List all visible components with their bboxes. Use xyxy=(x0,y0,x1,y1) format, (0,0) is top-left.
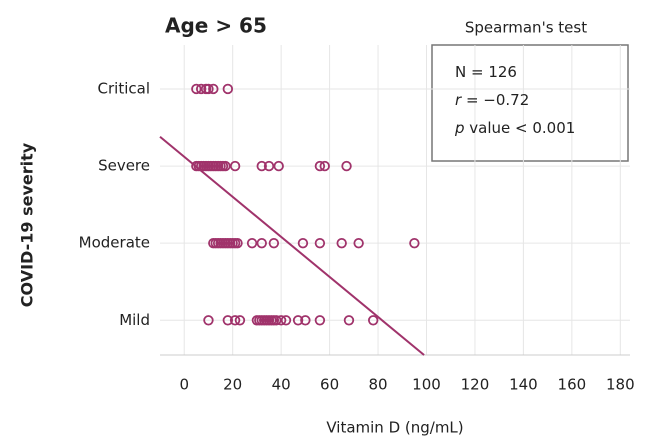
data-point xyxy=(268,237,280,249)
x-tick-label: 120 xyxy=(461,376,490,394)
data-point xyxy=(195,83,207,95)
x-tick-label: 160 xyxy=(558,376,587,394)
annotation-text: r xyxy=(455,91,462,109)
data-point xyxy=(314,237,326,249)
data-point xyxy=(297,237,309,249)
annotation-box xyxy=(431,44,629,162)
data-point xyxy=(256,237,267,249)
y-tick-label: Critical xyxy=(98,79,150,97)
data-point xyxy=(208,83,219,95)
annotation-text: value < 0.001 xyxy=(465,119,576,137)
data-point xyxy=(229,315,241,326)
data-point xyxy=(343,315,355,326)
x-tick-label: 0 xyxy=(179,376,189,394)
y-tick-label: Severe xyxy=(98,157,150,175)
y-tick-label: Mild xyxy=(119,311,150,329)
data-point xyxy=(263,160,275,172)
data-point xyxy=(191,83,202,95)
data-point xyxy=(300,315,311,326)
x-tick-label: 60 xyxy=(320,376,339,394)
annotation-line: p value < 0.001 xyxy=(454,119,575,137)
data-point xyxy=(341,160,352,172)
data-point xyxy=(220,160,231,172)
annotation-line: r = −0.72 xyxy=(455,91,529,109)
x-tick-label: 140 xyxy=(509,376,538,394)
data-point xyxy=(234,315,246,326)
annotation-text: N = 126 xyxy=(455,63,517,81)
data-point xyxy=(319,160,330,172)
data-point xyxy=(203,315,214,326)
fit-line xyxy=(159,135,425,356)
annotation-line: N = 126 xyxy=(455,63,517,81)
data-point xyxy=(232,237,243,249)
data-point xyxy=(409,237,420,249)
annotation-text: = −0.72 xyxy=(461,91,529,109)
data-point xyxy=(280,315,292,326)
data-point xyxy=(273,160,284,172)
data-point xyxy=(314,315,326,326)
data-point xyxy=(314,160,326,172)
data-point xyxy=(222,83,234,95)
chart-title: Age > 65 xyxy=(165,14,267,38)
annotation-text: p xyxy=(454,119,465,137)
data-point xyxy=(292,315,304,326)
annotation-title: Spearman's test xyxy=(465,19,587,37)
y-tick-label: Moderate xyxy=(79,234,150,252)
x-tick-label: 80 xyxy=(368,376,387,394)
data-point xyxy=(246,237,258,249)
x-tick-label: 100 xyxy=(412,376,441,394)
data-point xyxy=(353,237,364,249)
data-point xyxy=(256,160,267,172)
data-point xyxy=(271,315,282,326)
data-point xyxy=(367,315,379,326)
data-point xyxy=(336,237,347,249)
data-point xyxy=(222,315,234,326)
y-axis-label: COVID-19 severity xyxy=(18,142,37,307)
data-point xyxy=(203,83,214,95)
data-point xyxy=(229,160,241,172)
data-point xyxy=(275,315,287,326)
x-tick-label: 180 xyxy=(606,376,635,394)
x-tick-label: 40 xyxy=(272,376,291,394)
x-tick-label: 20 xyxy=(223,376,242,394)
x-axis-label: Vitamin D (ng/mL) xyxy=(326,419,463,437)
